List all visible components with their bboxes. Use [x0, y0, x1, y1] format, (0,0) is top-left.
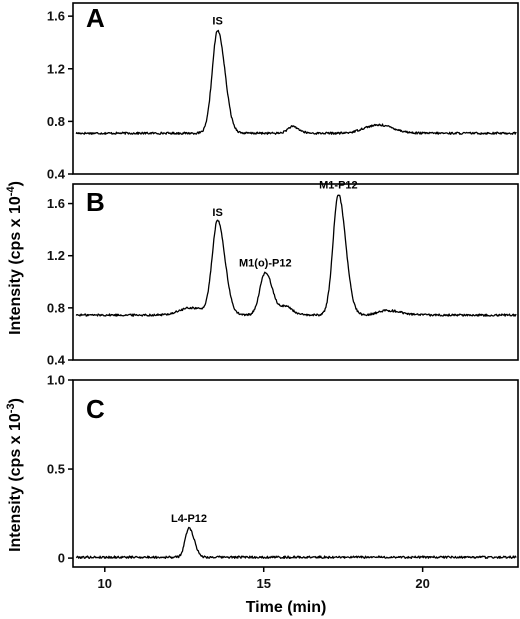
- panel-a-y-ticks: 0.4 0.8 1.2 1.6: [47, 9, 73, 182]
- y-tick-label: 1.2: [47, 61, 65, 76]
- peak-label: IS: [212, 207, 222, 219]
- x-tick-label: 10: [98, 576, 112, 591]
- x-tick-label: 15: [256, 576, 270, 591]
- y-tick-label: 0.8: [47, 114, 65, 129]
- y-axis-title-lower-close: ): [7, 398, 24, 403]
- y-axis-title-upper-close: ): [7, 181, 24, 186]
- panel-b-trace: [75, 194, 517, 317]
- panel-a: A 0.4 0.8 1.2 1.6 IS: [47, 2, 519, 182]
- y-tick-label: 0.4: [47, 167, 66, 182]
- panel-c-trace: [75, 526, 517, 559]
- y-tick-label: 1.2: [47, 248, 65, 263]
- peak-label: L4-P12: [171, 513, 207, 525]
- y-axis-title-upper-exponent: -4: [5, 186, 17, 197]
- x-axis-title: Time (min): [246, 599, 327, 616]
- panel-a-peak-labels: IS: [212, 16, 222, 28]
- panel-c: C 0 0.5 1.0 L4-P12 10 15 20: [47, 373, 519, 591]
- y-axis-title-lower-text: Intensity (cps x 10: [7, 413, 24, 552]
- y-axis-title-upper-text: Intensity (cps x 10: [7, 196, 24, 335]
- y-tick-label: 1.6: [47, 196, 65, 211]
- y-tick-label: 0: [58, 551, 65, 566]
- panel-c-frame: [72, 379, 519, 568]
- panel-a-frame: [72, 2, 519, 175]
- panel-c-x-ticks: 10 15 20: [98, 567, 430, 591]
- peak-label: M1-P12: [319, 179, 358, 191]
- panel-a-letter: A: [86, 3, 105, 33]
- y-tick-label: 1.0: [47, 373, 65, 388]
- y-tick-label: 0.4: [47, 353, 66, 368]
- y-axis-title-lower: Intensity (cps x 10-3): [5, 398, 24, 552]
- peak-label: IS: [212, 16, 222, 28]
- panel-c-peak-labels: L4-P12: [171, 513, 207, 525]
- y-tick-label: 0.8: [47, 300, 65, 315]
- peak-label: M1(o)-P12: [239, 258, 292, 270]
- y-tick-label: 1.6: [47, 9, 65, 24]
- y-axis-title-upper: Intensity (cps x 10-4): [5, 181, 24, 335]
- y-axis-title-lower-exponent: -3: [5, 403, 17, 413]
- panel-b: B 0.4 0.8 1.2 1.6 IS M1(o)-P12 M1-P12: [47, 179, 519, 368]
- panel-b-frame: [72, 183, 519, 361]
- panel-b-letter: B: [86, 187, 105, 217]
- panel-c-y-ticks: 0 0.5 1.0: [47, 373, 73, 566]
- panel-b-y-ticks: 0.4 0.8 1.2 1.6: [47, 196, 73, 368]
- panel-b-peak-labels: IS M1(o)-P12 M1-P12: [212, 179, 357, 269]
- panel-c-letter: C: [86, 394, 105, 424]
- panel-a-trace: [75, 29, 517, 135]
- x-tick-label: 20: [415, 576, 429, 591]
- y-tick-label: 0.5: [47, 462, 65, 477]
